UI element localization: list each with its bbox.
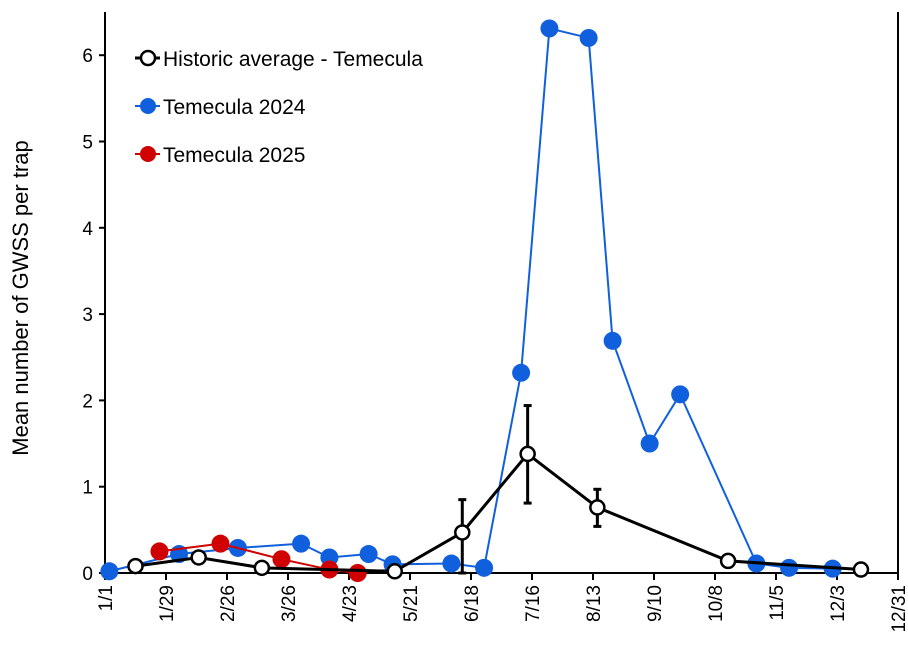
x-tick-label: 12/3 [828,585,849,622]
x-tick-label: 6/18 [462,585,483,622]
data-point [442,554,461,573]
data-point [640,434,659,453]
y-tick-label: 4 [82,219,93,240]
data-point [852,561,870,578]
x-tick-label: 3/26 [279,585,300,622]
data-point [475,558,494,577]
x-tick-label: 10/8 [706,585,727,622]
y-tick-label: 2 [82,391,93,412]
legend-label: Temecula 2025 [163,144,305,167]
legend-marker [140,98,156,114]
y-tick-label: 3 [82,305,93,326]
y-tick-label: 0 [82,564,93,585]
x-tick-label: 1/29 [157,585,178,622]
data-point [780,558,799,577]
data-point [359,545,378,564]
data-point [719,552,737,570]
x-tick-label: 12/31 [889,585,908,633]
data-point [540,19,559,38]
series-1 [100,19,842,581]
legend: Historic average - Temecula Temecula 2024… [135,48,423,167]
series-line [109,27,833,573]
axes: 0 1 2 3 4 5 6 1/1 1/29 2/26 3/26 4/23 5/21 6/18 7/16 8/… [82,12,908,633]
series-0 [127,404,870,580]
legend-label: Historic average - Temecula [163,48,423,71]
data-point [386,563,403,580]
data-point [211,534,230,553]
legend-label: Temecula 2024 [163,96,306,119]
data-point [671,385,690,404]
y-tick-label: 5 [82,133,93,154]
data-point [272,550,291,569]
x-tick-label: 9/10 [645,585,666,622]
x-tick-label: 2/26 [218,585,239,622]
data-point [150,542,169,561]
legend-marker [139,49,157,67]
x-tick-label: 11/5 [767,585,788,621]
series-layer [100,19,870,582]
data-point [100,562,119,581]
data-point [348,564,367,582]
x-tick-label: 7/16 [523,585,544,622]
y-tick-label: 1 [82,478,93,499]
data-point [519,445,536,463]
data-point [292,534,311,553]
x-tick-label: 1/1 [96,585,117,611]
data-point [512,363,531,382]
x-tick-label: 5/21 [401,585,422,622]
data-point [253,559,271,577]
data-point [579,28,598,47]
y-tick-label: 6 [82,46,93,67]
data-point [454,524,471,541]
data-point [127,557,144,575]
x-tick-label: 4/23 [340,585,361,622]
x-tick-label: 8/13 [584,585,605,622]
data-point [589,499,606,516]
series-2 [150,534,367,582]
data-point [190,549,207,566]
y-axis-label: Mean number of GWSS per trap [8,140,33,455]
data-point [603,331,622,350]
legend-marker [140,146,156,162]
